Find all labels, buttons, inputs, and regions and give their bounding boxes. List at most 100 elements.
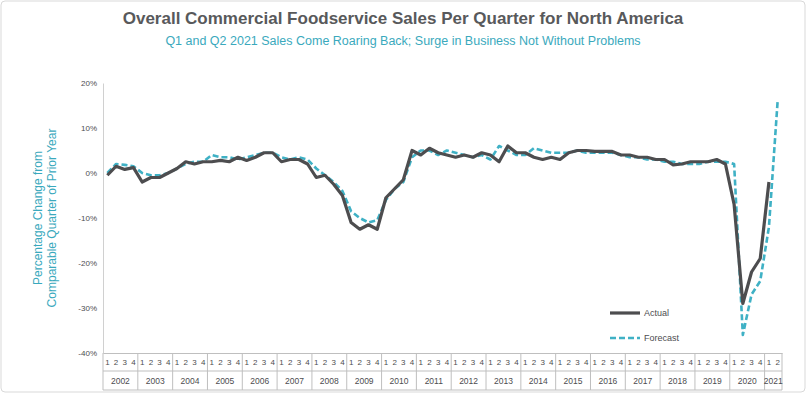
x-tick: 4	[654, 353, 659, 367]
table-separator	[520, 353, 521, 390]
y-tick: 0%	[85, 169, 103, 178]
x-tick: 4	[688, 353, 693, 367]
x-tick: 3	[227, 353, 232, 367]
x-tick-label: 1	[384, 358, 389, 367]
y-axis-title: Percentage Change fromComparable Quarter…	[31, 129, 59, 308]
x-tick-label: 3	[262, 358, 267, 367]
x-tick-label: 3	[749, 358, 754, 367]
x-tick-label: 2	[462, 358, 467, 367]
table-separator	[381, 353, 382, 390]
table-separator	[103, 353, 104, 390]
x-tick-label: 1	[732, 358, 737, 367]
x-tick: 2	[636, 353, 641, 367]
year-label: 2021	[764, 376, 783, 386]
table-separator	[311, 353, 312, 390]
x-tick: 3	[610, 353, 615, 367]
x-tick-label: 4	[688, 358, 693, 367]
y-tick: -30%	[78, 304, 103, 313]
x-tick: 2	[183, 353, 188, 367]
x-tick: 1	[244, 353, 249, 367]
x-tick-label: 1	[453, 358, 458, 367]
year-label: 2007	[285, 376, 304, 386]
x-tick: 2	[323, 353, 328, 367]
x-tick: 3	[192, 353, 197, 367]
x-tick-label: 2	[114, 358, 119, 367]
x-tick-label: 4	[445, 358, 450, 367]
x-tick: 4	[131, 353, 136, 367]
x-tick: 4	[723, 353, 728, 367]
x-tick-label: 1	[697, 358, 702, 367]
x-tick-label: 1	[210, 358, 215, 367]
subtitle: Q1 and Q2 2021 Sales Come Roaring Back; …	[165, 34, 640, 48]
x-tick-label: 2	[706, 358, 711, 367]
x-tick: 2	[288, 353, 293, 367]
title: Overall Commercial Foodservice Sales Per…	[123, 9, 684, 28]
x-tick: 3	[157, 353, 162, 367]
legend-swatch	[610, 337, 640, 340]
x-tick: 4	[445, 353, 450, 367]
table-separator	[416, 353, 417, 390]
x-tick-label: 2	[288, 358, 293, 367]
x-tick-label: 2	[253, 358, 258, 367]
table-row-line	[103, 390, 782, 391]
x-tick-label: 2	[149, 358, 154, 367]
x-tick-label: 1	[140, 358, 145, 367]
x-tick-label: 2	[532, 358, 537, 367]
legend-label: Actual	[644, 308, 669, 318]
table-separator	[694, 353, 695, 390]
x-tick: 4	[758, 353, 763, 367]
y-tick-label: 0%	[85, 169, 97, 178]
year-label: 2014	[529, 376, 548, 386]
x-tick-label: 3	[714, 358, 719, 367]
y-tick: -40%	[78, 349, 103, 358]
x-tick-label: 2	[323, 358, 328, 367]
x-tick-label: 1	[105, 358, 110, 367]
x-tick-label: 3	[680, 358, 685, 367]
x-tick: 1	[384, 353, 389, 367]
x-tick-label: 2	[218, 358, 223, 367]
x-tick: 2	[566, 353, 571, 367]
x-tick: 1	[314, 353, 319, 367]
x-tick-label: 1	[593, 358, 598, 367]
x-tick: 3	[366, 353, 371, 367]
x-tick: 1	[662, 353, 667, 367]
x-tick-label: 4	[375, 358, 380, 367]
x-tick: 1	[558, 353, 563, 367]
legend-label: Forecast	[644, 333, 680, 343]
x-tick-label: 2	[183, 358, 188, 367]
year-label: 2018	[668, 376, 687, 386]
x-tick-label: 2	[671, 358, 676, 367]
year-label: 2015	[564, 376, 583, 386]
x-tick: 2	[462, 353, 467, 367]
legend: Actual Forecast	[610, 308, 680, 343]
x-tick-label: 3	[436, 358, 441, 367]
y-axis: -40%-30%-20%-10%0%10%20%	[78, 79, 103, 358]
x-tick-label: 1	[175, 358, 180, 367]
legend-swatch	[610, 311, 640, 314]
x-tick: 1	[419, 353, 424, 367]
y-tick-label: -10%	[78, 214, 97, 223]
year-table: 2002200320042005200620072008200920102011…	[103, 353, 783, 390]
year-label: 2005	[215, 376, 234, 386]
x-tick-label: 1	[419, 358, 424, 367]
x-tick: 1	[523, 353, 528, 367]
table-separator	[137, 353, 138, 390]
x-tick-label: 3	[331, 358, 336, 367]
x-tick-label: 4	[271, 358, 276, 367]
x-tick: 2	[358, 353, 363, 367]
table-separator	[207, 353, 208, 390]
x-tick-label: 4	[166, 358, 171, 367]
x-tick: 3	[262, 353, 267, 367]
x-tick-label: 1	[279, 358, 284, 367]
x-tick: 2	[114, 353, 119, 367]
x-tick-label: 1	[244, 358, 249, 367]
x-tick-label: 2	[566, 358, 571, 367]
x-tick-label: 4	[131, 358, 136, 367]
x-tick-label: 1	[627, 358, 632, 367]
year-label: 2004	[181, 376, 200, 386]
x-tick: 1	[767, 353, 772, 367]
series-line	[107, 101, 777, 335]
x-tick: 3	[540, 353, 545, 367]
x-tick-label: 3	[645, 358, 650, 367]
y-axis-line	[103, 84, 104, 354]
